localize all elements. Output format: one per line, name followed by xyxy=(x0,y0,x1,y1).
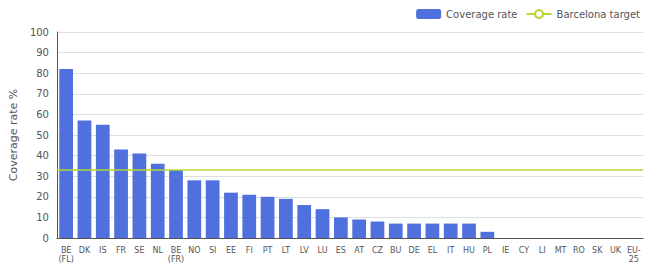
svg-text:(FR): (FR) xyxy=(168,255,184,264)
svg-text:(FL): (FL) xyxy=(58,255,73,264)
svg-text:CZ: CZ xyxy=(372,246,384,255)
svg-text:PL: PL xyxy=(483,246,493,255)
svg-text:EU-: EU- xyxy=(627,246,641,255)
svg-text:DE: DE xyxy=(408,246,419,255)
svg-text:Coverage rate %: Coverage rate % xyxy=(7,89,20,182)
svg-text:ES: ES xyxy=(336,246,346,255)
svg-text:90: 90 xyxy=(36,47,49,58)
svg-text:NL: NL xyxy=(152,246,163,255)
svg-text:DK: DK xyxy=(79,246,91,255)
svg-text:BE: BE xyxy=(171,246,182,255)
svg-text:Barcelona target: Barcelona target xyxy=(557,9,641,20)
svg-text:FR: FR xyxy=(116,246,127,255)
svg-text:RO: RO xyxy=(573,246,585,255)
svg-text:CY: CY xyxy=(519,246,529,255)
svg-text:EL: EL xyxy=(428,246,438,255)
svg-text:PT: PT xyxy=(263,246,273,255)
svg-text:100: 100 xyxy=(30,27,49,38)
svg-text:60: 60 xyxy=(36,109,49,120)
svg-text:BU: BU xyxy=(390,246,401,255)
svg-text:LV: LV xyxy=(300,246,310,255)
svg-text:10: 10 xyxy=(36,212,49,223)
svg-text:EE: EE xyxy=(226,246,236,255)
svg-text:SK: SK xyxy=(592,246,603,255)
svg-text:SI: SI xyxy=(209,246,216,255)
svg-text:IS: IS xyxy=(99,246,106,255)
svg-text:70: 70 xyxy=(36,88,49,99)
svg-text:HU: HU xyxy=(463,246,475,255)
svg-text:LU: LU xyxy=(318,246,328,255)
svg-text:FI: FI xyxy=(246,246,253,255)
svg-text:30: 30 xyxy=(36,171,49,182)
svg-text:Coverage rate: Coverage rate xyxy=(446,9,517,20)
svg-text:25: 25 xyxy=(629,255,639,264)
svg-text:LT: LT xyxy=(282,246,290,255)
svg-text:IT: IT xyxy=(447,246,454,255)
svg-text:MT: MT xyxy=(555,246,567,255)
svg-text:NO: NO xyxy=(188,246,200,255)
svg-text:SE: SE xyxy=(134,246,144,255)
svg-text:LI: LI xyxy=(539,246,546,255)
svg-text:UK: UK xyxy=(610,246,622,255)
svg-text:0: 0 xyxy=(43,233,49,244)
svg-text:40: 40 xyxy=(36,150,49,161)
svg-text:50: 50 xyxy=(36,130,49,141)
svg-text:80: 80 xyxy=(36,68,49,79)
svg-text:20: 20 xyxy=(36,191,49,202)
svg-text:IE: IE xyxy=(502,246,509,255)
svg-text:BE: BE xyxy=(61,246,72,255)
svg-text:AT: AT xyxy=(354,246,364,255)
